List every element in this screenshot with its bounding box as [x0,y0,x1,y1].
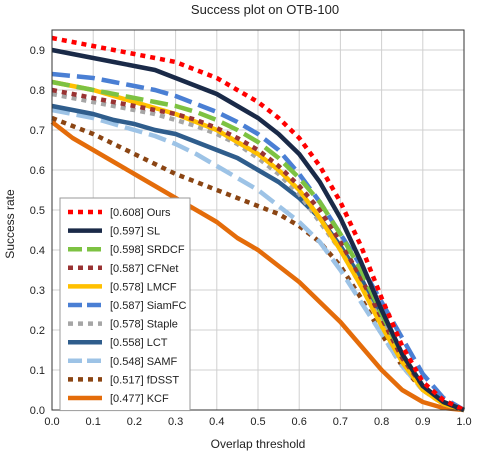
legend-entry-10: [0.477] KCF [110,393,169,405]
legend-entry-5: [0.587] SiamFC [110,300,186,312]
series-line-1 [51,47,465,413]
legend: [0.608] Ours [0.597] SL [0.598] SRDCF [0.58… [59,197,191,412]
x-tick-label: 0.7 [333,416,348,428]
y-tick-label: 0.3 [30,285,45,297]
legend-entry-0: [0.608] Ours [110,207,171,219]
legend-entry-9: [0.517] fDSST [110,374,179,386]
legend-entry-1: [0.597] SL [110,226,160,238]
y-tick-label: 0.6 [30,165,45,177]
legend-entry-4: [0.578] LMCF [110,281,177,293]
y-tick-label: 0.2 [30,325,45,337]
x-tick-label: 0.3 [168,416,183,428]
legend-entry-2: [0.598] SRDCF [110,244,185,256]
tick-labels: 0.0 0.1 0.2 0.3 0.4 0.5 0.6 0.7 0.8 0.9 1.0 0.0 0.1 0… [30,45,472,428]
y-tick-label: 0.0 [30,405,45,417]
series-lines [50,35,466,413]
x-tick-label: 0.2 [127,416,142,428]
y-tick-label: 0.8 [30,85,45,97]
y-tick-label: 0.5 [30,205,45,217]
series-line-8 [51,107,465,413]
legend-entry-8: [0.548] SAMF [110,356,178,368]
x-tick-label: 0.8 [374,416,389,428]
x-tick-label: 1.0 [456,416,471,428]
x-tick-label: 0.5 [250,416,265,428]
legend-entry-3: [0.587] CFNet [110,263,178,275]
y-tick-label: 0.7 [30,125,45,137]
legend-entry-6: [0.578] Staple [110,319,178,331]
series-line-4 [51,79,465,413]
chart-title: Success plot on OTB-100 [191,2,339,17]
x-axis-label: Overlap threshold [211,437,306,451]
y-tick-label: 0.9 [30,45,45,57]
x-tick-label: 0.0 [44,416,59,428]
x-tick-label: 0.6 [292,416,307,428]
plot-frame [51,29,465,411]
x-tick-label: 0.1 [86,416,101,428]
y-axis-label: Success rate [3,189,17,259]
y-tick-label: 0.4 [30,245,45,257]
x-tick-label: 0.9 [415,416,430,428]
legend-entry-7: [0.558] LCT [110,337,168,349]
series-line-10 [50,120,465,413]
y-tick-label: 0.1 [30,365,45,377]
x-tick-label: 0.4 [209,416,224,428]
